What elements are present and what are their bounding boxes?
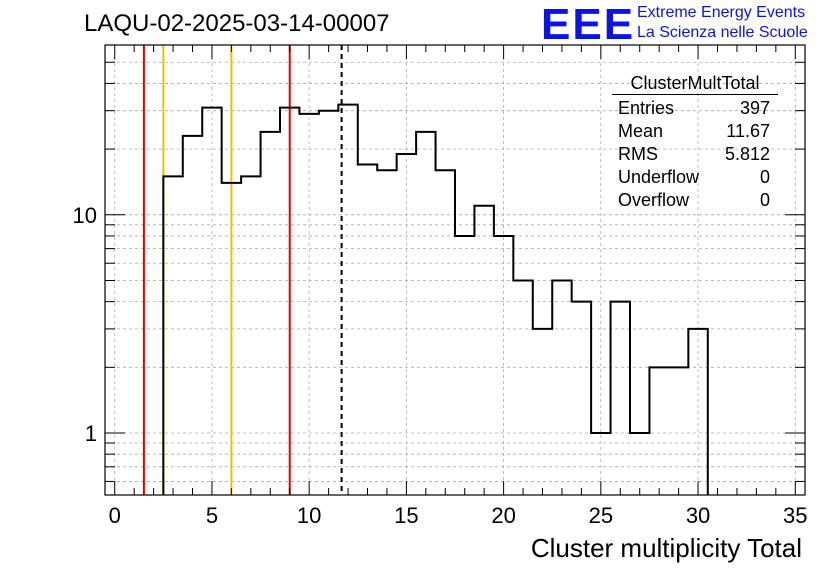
logo-line-2: La Scienza nelle Scuole <box>637 24 808 41</box>
x-tick-label: 10 <box>297 503 321 528</box>
plot-frame <box>104 44 806 496</box>
stats-value: 0 <box>759 190 770 210</box>
axis-ticks <box>105 44 805 495</box>
x-tick-label: 5 <box>206 503 218 528</box>
x-tick-label: 35 <box>783 503 807 528</box>
stats-value: 5.812 <box>724 144 770 164</box>
stats-label: Overflow <box>618 190 690 210</box>
x-tick-label: 25 <box>589 503 613 528</box>
stats-value: 397 <box>739 98 770 118</box>
x-tick-label: 20 <box>491 503 515 528</box>
x-tick-label: 15 <box>394 503 418 528</box>
stats-row-rms: RMS 5.812 <box>612 143 778 166</box>
stats-row-underflow: Underflow 0 <box>612 166 778 189</box>
stats-value: 0 <box>759 167 770 187</box>
stats-label: RMS <box>618 144 658 164</box>
axis-tick-labels: 0 5 10 15 20 25 30 35 1 10 <box>73 203 808 528</box>
stats-row-entries: Entries 397 <box>612 97 778 120</box>
stats-row-overflow: Overflow 0 <box>612 189 778 212</box>
stats-box-title: ClusterMultTotal <box>612 72 778 95</box>
y-tick-label: 1 <box>85 421 97 446</box>
y-tick-label: 10 <box>73 203 97 228</box>
marker-lines <box>142 45 343 495</box>
logo-line-1: Extreme Energy Events <box>637 4 806 21</box>
x-tick-label: 0 <box>109 503 121 528</box>
stats-box: ClusterMultTotal Entries 397 Mean 11.67 … <box>612 72 778 212</box>
stats-label: Underflow <box>618 167 700 187</box>
eee-logo: EEE <box>541 0 636 49</box>
stats-label: Mean <box>618 121 664 141</box>
stats-value: 11.67 <box>726 121 770 141</box>
stats-label: Entries <box>618 98 675 118</box>
x-axis-label: Cluster multiplicity Total <box>530 533 802 563</box>
x-tick-label: 30 <box>686 503 710 528</box>
stats-row-mean: Mean 11.67 <box>612 120 778 143</box>
histogram-step-series <box>162 103 709 495</box>
plot-title: LAQU-02-2025-03-14-00007 <box>84 10 390 37</box>
